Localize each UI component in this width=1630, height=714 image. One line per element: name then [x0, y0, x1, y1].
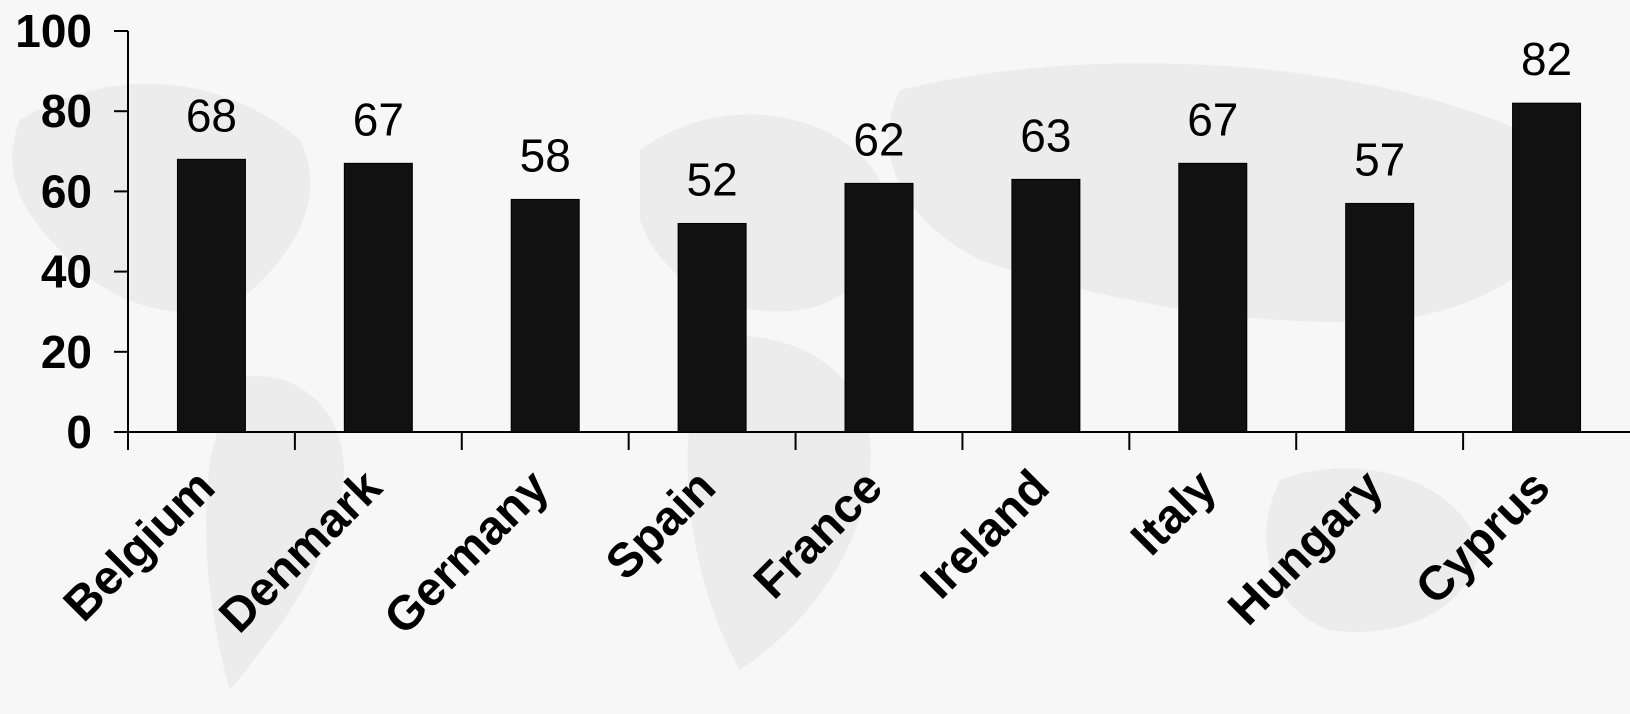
- category-label-belgium: Belgium: [54, 460, 225, 631]
- y-tick-label: 40: [41, 246, 92, 298]
- bar-spain: [677, 222, 747, 433]
- data-label-hungary: 57: [1354, 133, 1405, 185]
- bar-france: [844, 182, 914, 433]
- data-label-ireland: 63: [1020, 109, 1071, 161]
- data-label-cyprus: 82: [1521, 33, 1572, 85]
- category-label-ireland: Ireland: [911, 460, 1060, 609]
- bar-cyprus: [1512, 102, 1582, 433]
- data-label-france: 62: [853, 113, 904, 165]
- bar-germany: [510, 198, 580, 433]
- category-label-italy: Italy: [1121, 460, 1227, 566]
- bar-italy: [1178, 162, 1248, 433]
- y-tick-label: 80: [41, 85, 92, 137]
- y-tick-label: 0: [66, 406, 92, 458]
- y-tick-label: 60: [41, 165, 92, 217]
- bar-hungary: [1345, 202, 1415, 433]
- y-tick-label: 20: [41, 326, 92, 378]
- data-label-denmark: 67: [353, 93, 404, 145]
- bar-denmark: [343, 162, 413, 433]
- data-label-italy: 67: [1187, 93, 1238, 145]
- data-label-belgium: 68: [186, 89, 237, 141]
- data-label-spain: 52: [687, 153, 738, 205]
- bar-ireland: [1011, 178, 1081, 433]
- y-tick-label: 100: [15, 5, 92, 57]
- data-label-germany: 58: [520, 129, 571, 181]
- category-label-germany: Germany: [374, 460, 559, 645]
- bar-belgium: [176, 158, 246, 433]
